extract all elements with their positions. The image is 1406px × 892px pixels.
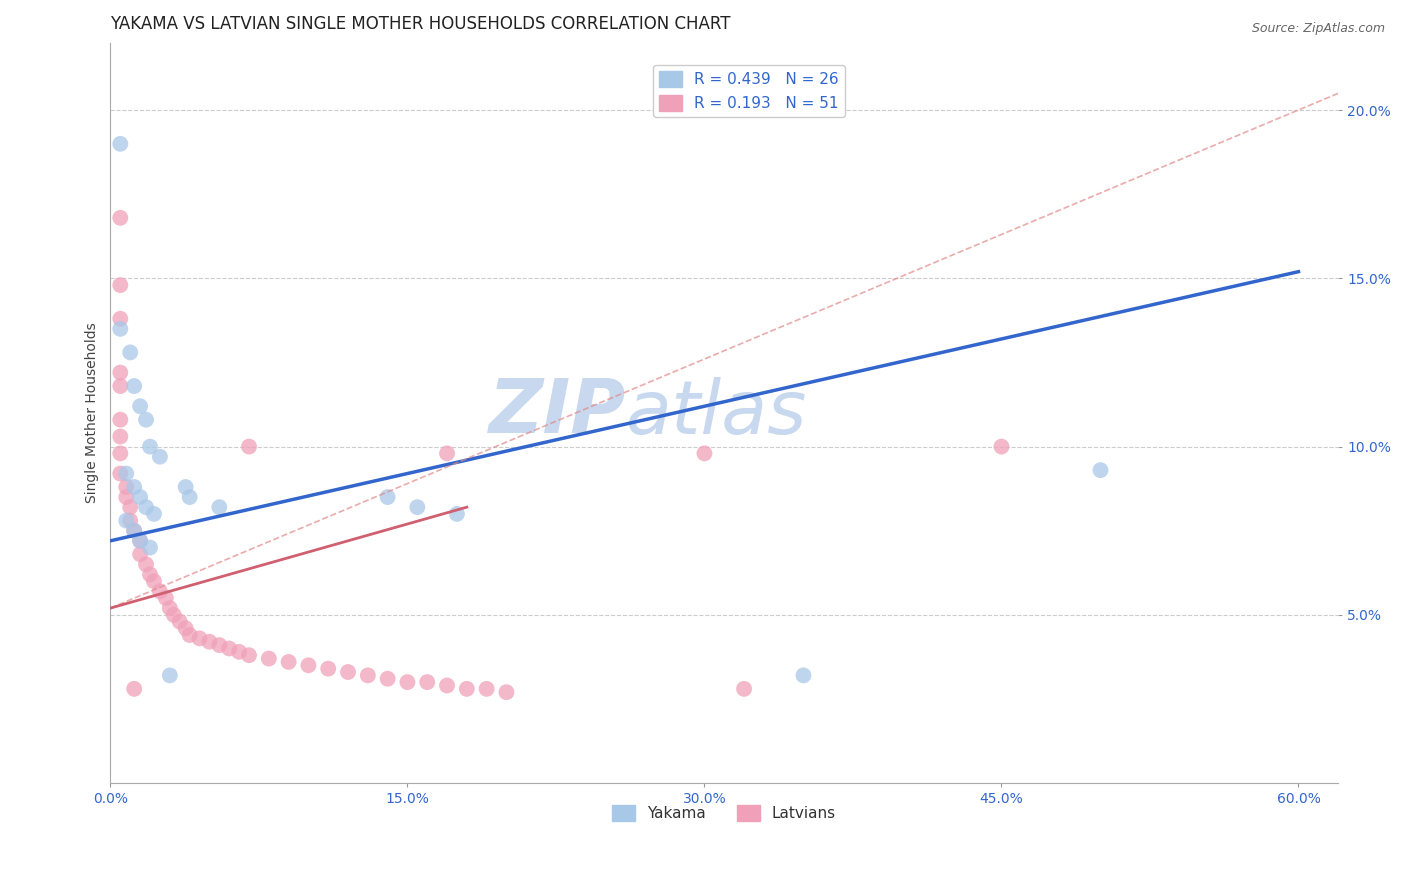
Point bbox=[135, 500, 157, 515]
Point bbox=[129, 547, 152, 561]
Point bbox=[228, 645, 250, 659]
Text: YAKAMA VS LATVIAN SINGLE MOTHER HOUSEHOLDS CORRELATION CHART: YAKAMA VS LATVIAN SINGLE MOTHER HOUSEHOL… bbox=[111, 15, 731, 33]
Point bbox=[110, 322, 132, 336]
Point bbox=[122, 480, 145, 494]
Point bbox=[238, 648, 260, 663]
Point bbox=[110, 278, 132, 293]
Point bbox=[155, 591, 177, 605]
Point bbox=[733, 681, 755, 696]
Point bbox=[297, 658, 319, 673]
Point bbox=[149, 584, 172, 599]
Point bbox=[218, 641, 240, 656]
Point bbox=[139, 567, 162, 582]
Point bbox=[115, 514, 138, 528]
Point bbox=[277, 655, 299, 669]
Point bbox=[120, 345, 142, 359]
Point bbox=[149, 450, 172, 464]
Point bbox=[179, 628, 201, 642]
Point bbox=[693, 446, 716, 460]
Text: atlas: atlas bbox=[626, 377, 807, 449]
Point bbox=[110, 429, 132, 443]
Point bbox=[143, 507, 166, 521]
Point bbox=[1090, 463, 1112, 477]
Point bbox=[416, 675, 439, 690]
Point bbox=[198, 634, 221, 648]
Point bbox=[115, 490, 138, 504]
Point bbox=[122, 524, 145, 538]
Point bbox=[396, 675, 419, 690]
Point bbox=[110, 311, 132, 326]
Point bbox=[129, 490, 152, 504]
Point bbox=[122, 379, 145, 393]
Point bbox=[110, 446, 132, 460]
Point bbox=[169, 615, 191, 629]
Point bbox=[143, 574, 166, 589]
Point bbox=[122, 524, 145, 538]
Point bbox=[174, 621, 197, 635]
Y-axis label: Single Mother Households: Single Mother Households bbox=[86, 323, 100, 503]
Point bbox=[159, 601, 181, 615]
Point bbox=[115, 480, 138, 494]
Point bbox=[139, 440, 162, 454]
Text: ZIP: ZIP bbox=[489, 376, 626, 450]
Point bbox=[174, 480, 197, 494]
Point bbox=[129, 399, 152, 413]
Point bbox=[337, 665, 360, 679]
Text: Source: ZipAtlas.com: Source: ZipAtlas.com bbox=[1251, 22, 1385, 36]
Point bbox=[436, 678, 458, 692]
Point bbox=[135, 558, 157, 572]
Point bbox=[120, 514, 142, 528]
Point bbox=[436, 446, 458, 460]
Point bbox=[122, 681, 145, 696]
Point bbox=[357, 668, 380, 682]
Point bbox=[377, 672, 399, 686]
Point bbox=[129, 533, 152, 548]
Point bbox=[129, 533, 152, 548]
Point bbox=[110, 379, 132, 393]
Point bbox=[110, 467, 132, 481]
Point bbox=[377, 490, 399, 504]
Point bbox=[495, 685, 517, 699]
Point bbox=[188, 632, 211, 646]
Point bbox=[238, 440, 260, 454]
Point bbox=[110, 211, 132, 225]
Point bbox=[990, 440, 1012, 454]
Point bbox=[163, 607, 186, 622]
Point bbox=[316, 662, 339, 676]
Point bbox=[120, 500, 142, 515]
Point bbox=[208, 500, 231, 515]
Point bbox=[110, 366, 132, 380]
Point bbox=[257, 651, 280, 665]
Point bbox=[115, 467, 138, 481]
Point bbox=[110, 136, 132, 151]
Point bbox=[179, 490, 201, 504]
Point bbox=[446, 507, 468, 521]
Point bbox=[208, 638, 231, 652]
Point bbox=[159, 668, 181, 682]
Point bbox=[406, 500, 429, 515]
Point bbox=[456, 681, 478, 696]
Point bbox=[110, 413, 132, 427]
Point bbox=[139, 541, 162, 555]
Point bbox=[792, 668, 814, 682]
Point bbox=[475, 681, 498, 696]
Point bbox=[135, 413, 157, 427]
Legend: Yakama, Latvians: Yakama, Latvians bbox=[606, 799, 842, 827]
